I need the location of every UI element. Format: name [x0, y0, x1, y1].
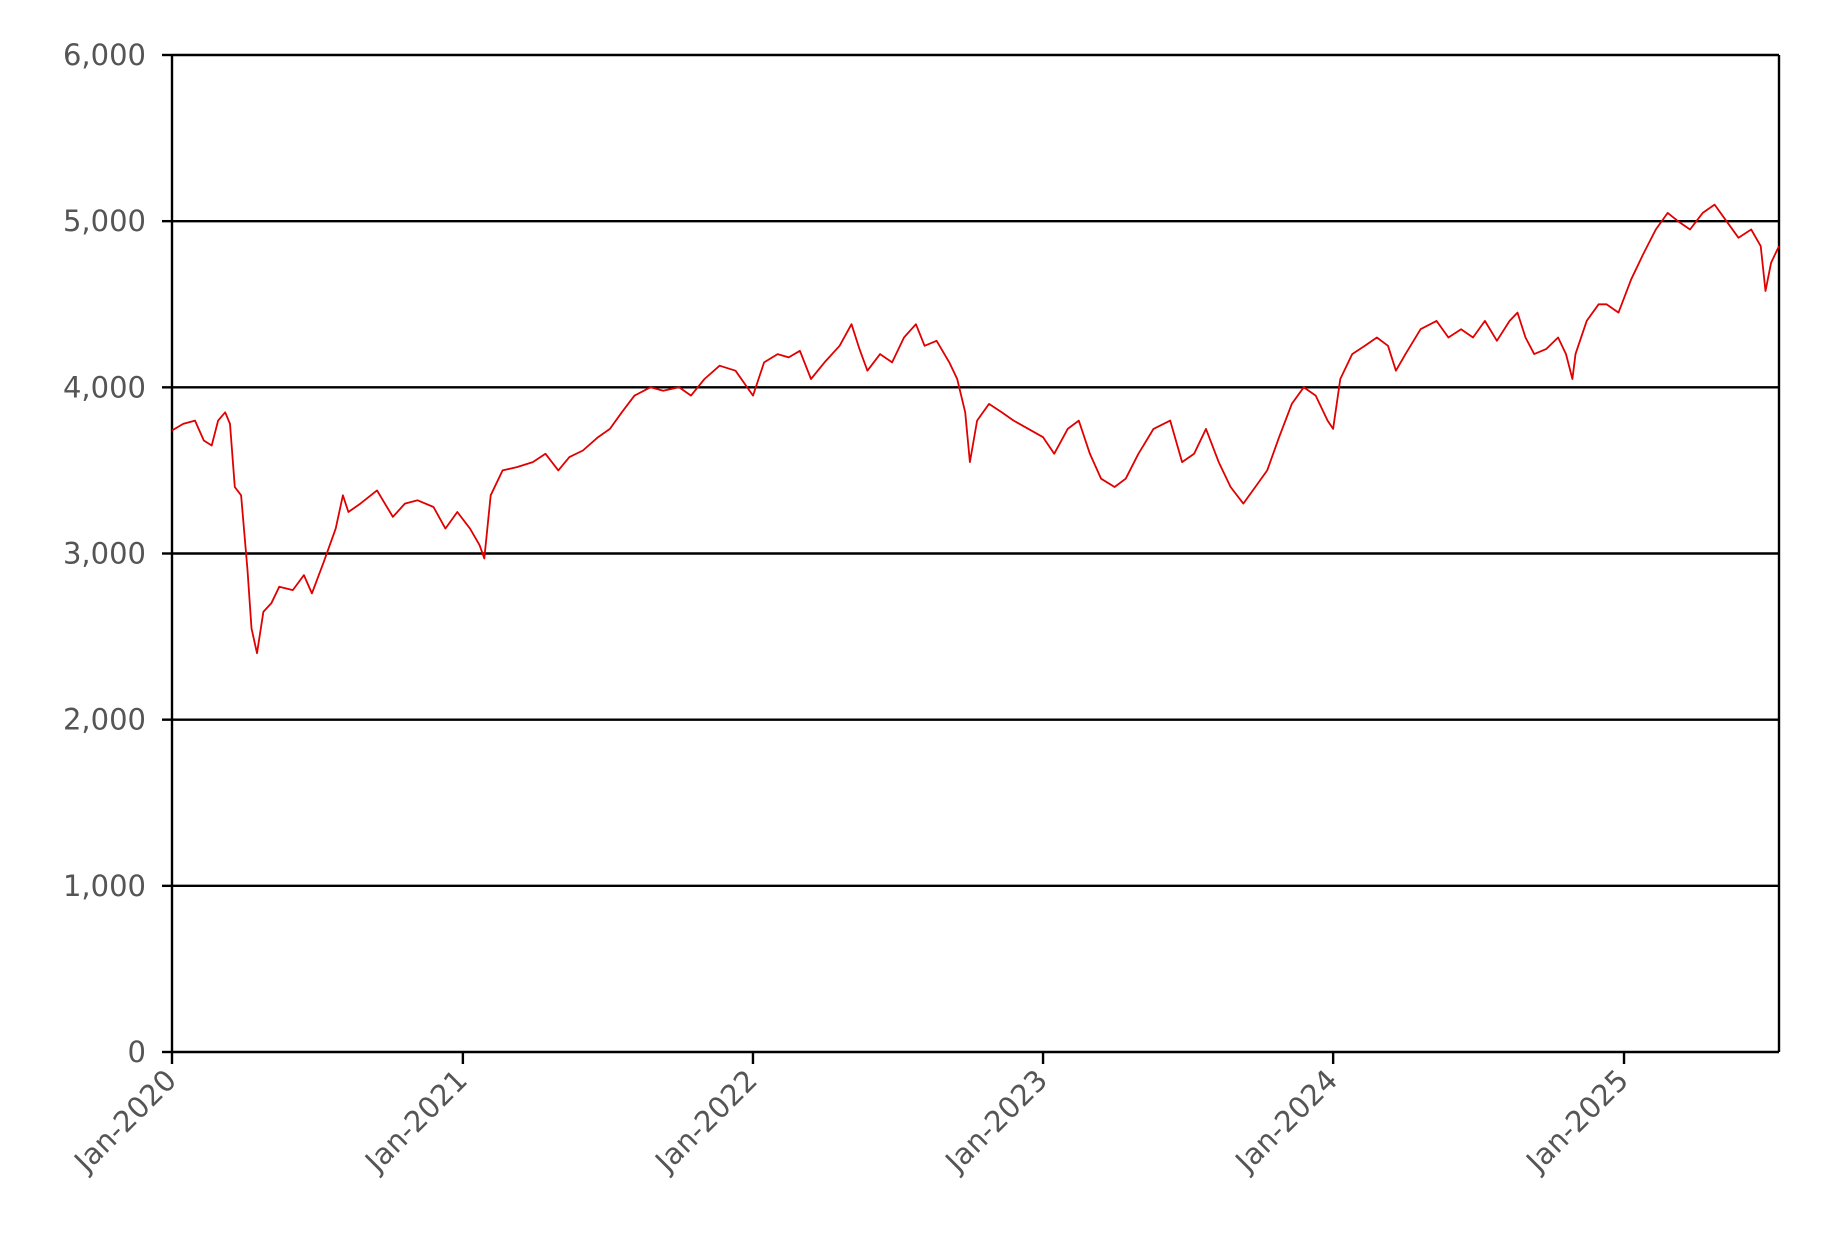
y-tick-label: 5,000: [63, 204, 146, 238]
y-tick-labels: 0 1,000 2,000 3,000 4,000 5,000 6,000: [63, 38, 146, 1069]
x-tick-label: Jan-2023: [937, 1063, 1054, 1180]
x-tick-label: Jan-2020: [66, 1063, 183, 1180]
series: [171, 203, 1780, 655]
grid-lines: [172, 53, 1779, 888]
y-tick-label: 6,000: [63, 38, 146, 72]
y-tick-label: 0: [128, 1035, 146, 1069]
series-line-0: [171, 203, 1780, 655]
x-tick-label: Jan-2022: [647, 1063, 764, 1180]
x-tick-label: Jan-2024: [1227, 1063, 1344, 1180]
x-tick-label: Jan-2021: [357, 1063, 474, 1180]
axes: [162, 53, 1781, 1064]
x-tick-labels: Jan-2020 Jan-2021 Jan-2022 Jan-2023 Jan-2024…: [66, 1063, 1635, 1180]
y-tick-label: 2,000: [63, 703, 146, 737]
y-tick-label: 3,000: [63, 537, 146, 571]
y-tick-label: 1,000: [63, 869, 146, 903]
x-tick-label: Jan-2025: [1518, 1063, 1635, 1180]
y-tick-label: 4,000: [63, 370, 146, 404]
